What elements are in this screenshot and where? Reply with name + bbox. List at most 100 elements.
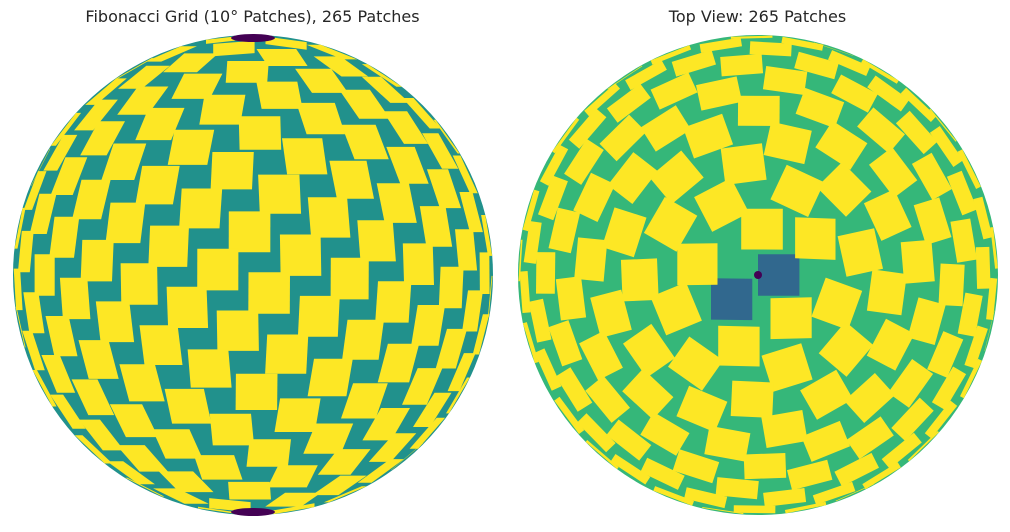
patch	[518, 239, 523, 282]
patch	[361, 76, 410, 103]
patch	[552, 117, 580, 154]
patch	[699, 37, 742, 53]
patch	[117, 86, 169, 115]
patch	[265, 492, 321, 507]
pole-marker	[231, 34, 275, 42]
patch	[861, 59, 899, 84]
patch	[711, 278, 753, 321]
patch	[828, 50, 871, 76]
patch	[455, 229, 478, 271]
patch	[307, 197, 351, 238]
patch	[534, 348, 562, 391]
patch	[528, 298, 552, 343]
patch	[49, 216, 80, 258]
patch	[960, 358, 983, 399]
patch	[762, 66, 808, 95]
patch	[522, 322, 539, 364]
patch	[235, 373, 278, 410]
patch	[119, 364, 165, 402]
patch	[41, 355, 76, 393]
patch	[43, 134, 78, 171]
pole-marker	[231, 508, 275, 516]
patch	[964, 325, 988, 369]
patch	[599, 114, 647, 162]
patch	[118, 65, 170, 89]
patch	[811, 277, 863, 330]
patch	[671, 49, 716, 77]
patch	[539, 144, 569, 186]
patch	[246, 439, 291, 467]
patch	[357, 459, 404, 483]
patch	[866, 269, 907, 316]
patch	[761, 343, 813, 392]
patch	[342, 319, 384, 360]
patch	[733, 505, 776, 514]
patch	[45, 316, 78, 357]
patch	[377, 343, 420, 383]
patch	[668, 336, 724, 391]
patch	[296, 102, 346, 135]
patch	[213, 40, 255, 57]
patch	[282, 138, 328, 175]
patch	[265, 334, 309, 374]
patch	[846, 416, 894, 460]
patch	[248, 272, 290, 314]
patch	[197, 248, 239, 291]
patch	[199, 94, 246, 125]
patch	[684, 487, 728, 509]
patch	[135, 107, 185, 141]
patch	[256, 49, 308, 66]
patch	[78, 419, 124, 451]
patch	[900, 239, 935, 284]
patch	[106, 461, 155, 485]
top-view-panel: Top View: 265 Patches	[505, 0, 1010, 532]
patch	[781, 36, 824, 51]
patch	[862, 462, 901, 490]
patch	[329, 160, 374, 199]
patch	[105, 202, 146, 244]
patch	[536, 252, 556, 294]
patch	[741, 208, 783, 250]
patch	[957, 292, 983, 337]
patch	[538, 175, 568, 221]
patch	[13, 268, 23, 311]
patch	[22, 330, 45, 371]
patch	[166, 286, 209, 328]
side-view-title: Fibonacci Grid (10° Patches), 265 Patche…	[85, 7, 420, 26]
patch	[990, 227, 998, 269]
patch	[295, 68, 349, 93]
patch	[313, 56, 369, 77]
patch	[863, 189, 912, 241]
patch	[653, 486, 694, 506]
patch	[795, 87, 845, 129]
patch	[339, 89, 390, 119]
patch	[720, 53, 764, 77]
patch	[672, 449, 720, 484]
patch	[391, 443, 424, 470]
patch	[341, 124, 389, 160]
patch	[447, 353, 476, 392]
patch	[816, 162, 872, 217]
patch	[837, 228, 883, 277]
patch	[279, 234, 322, 276]
patch	[573, 172, 616, 222]
patch	[911, 152, 952, 201]
patch	[548, 207, 581, 254]
patch	[17, 230, 34, 273]
patch	[433, 119, 460, 154]
patch	[167, 129, 215, 165]
patch	[523, 221, 542, 264]
patch	[900, 87, 937, 122]
patch	[818, 321, 874, 377]
patch	[14, 207, 26, 249]
patch	[555, 276, 587, 321]
patch	[888, 359, 934, 408]
patch	[590, 289, 632, 338]
patch	[844, 373, 895, 423]
patch	[158, 471, 214, 493]
patch	[409, 417, 446, 449]
patch	[193, 455, 243, 480]
patch	[306, 44, 358, 60]
patch	[579, 330, 623, 381]
patch	[831, 74, 878, 113]
